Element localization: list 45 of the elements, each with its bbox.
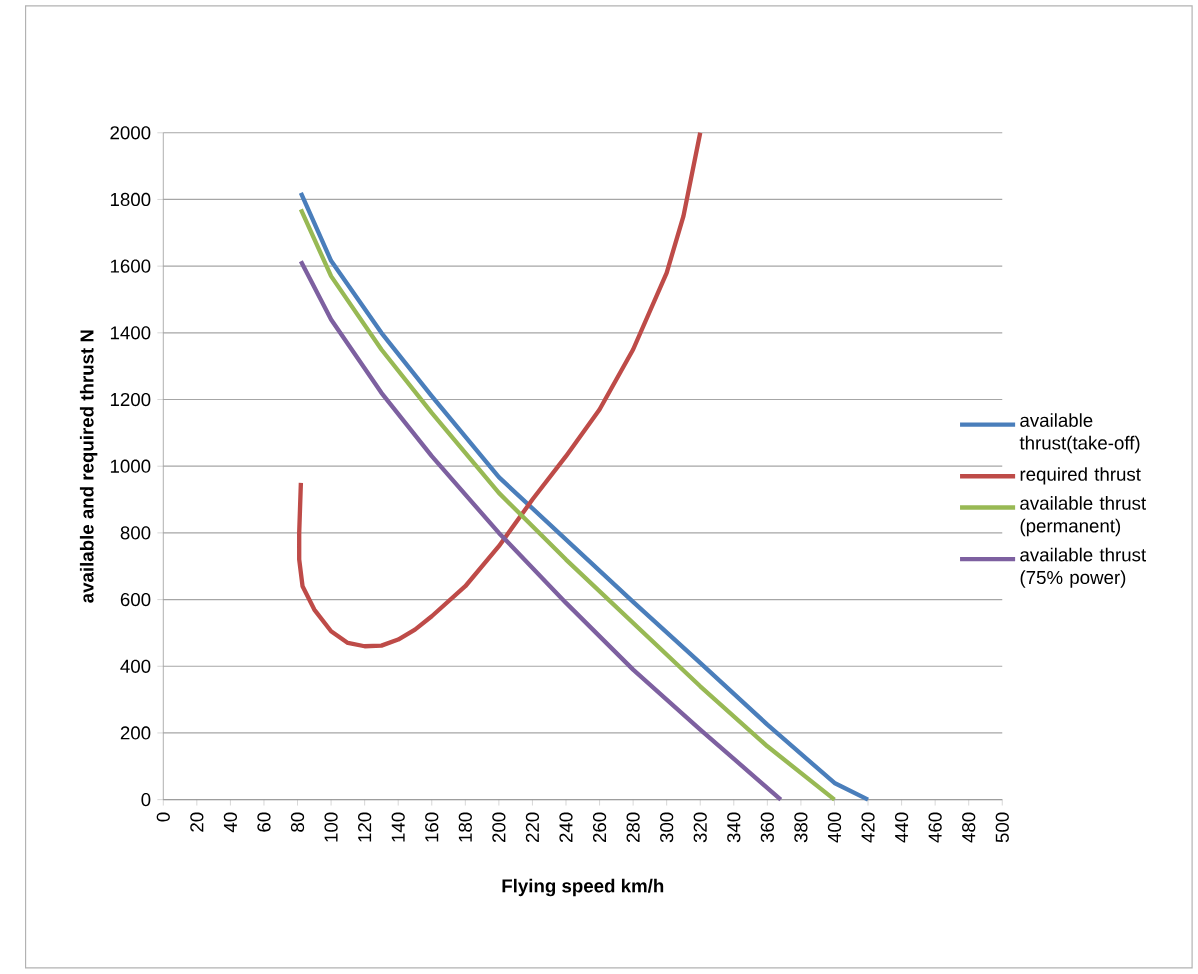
x-tick-label: 280	[626, 812, 640, 843]
x-tick-label: 0	[156, 812, 170, 822]
y-tick-label: 800	[120, 526, 151, 540]
x-tick-label: 20	[190, 812, 204, 832]
legend-label: available thrust(take-off)	[1019, 413, 1140, 454]
y-tick-label: 0	[141, 793, 151, 807]
y-axis-title: available and required thrust N	[79, 330, 98, 603]
line-series	[297, 130, 703, 649]
y-tick-label: 200	[120, 726, 151, 740]
x-tick-label: 120	[358, 812, 372, 842]
legend-label: available thrust (permanent)	[1020, 496, 1147, 537]
y-tick-label: 1600	[110, 259, 151, 273]
y-tick-label: 1200	[110, 393, 151, 407]
x-tick-label: 40	[223, 812, 238, 833]
x-tick-label: 180	[458, 812, 472, 842]
x-tick-label: 500	[995, 812, 1009, 843]
x-tick-label: 300	[660, 812, 674, 843]
y-tick-label: 2000	[110, 126, 151, 140]
line-series	[298, 259, 783, 802]
x-tick-label: 260	[592, 812, 607, 843]
y-tick-label: 1400	[110, 326, 151, 340]
x-tick-label: 460	[928, 812, 942, 843]
legend-label: available thrust (75% power)	[1020, 547, 1147, 588]
x-tick-label: 480	[962, 812, 976, 843]
x-tick-label: 400	[827, 812, 842, 843]
x-tick-label: 380	[794, 812, 808, 843]
x-tick-label: 420	[861, 812, 875, 843]
y-tick-label: 600	[120, 593, 151, 607]
x-tick-label: 100	[324, 812, 338, 842]
x-tick-label: 60	[257, 812, 271, 832]
y-tick-label: 1000	[110, 459, 151, 473]
x-tick-label: 140	[391, 812, 405, 842]
x-tick-label: 360	[760, 812, 774, 843]
x-tick-label: 80	[290, 812, 305, 832]
x-tick-label: 340	[727, 812, 741, 843]
x-tick-label: 200	[492, 812, 506, 843]
x-tick-label: 320	[693, 812, 707, 843]
x-axis-title: Flying speed km/h	[502, 878, 664, 897]
y-tick-label: 400	[120, 659, 151, 674]
x-tick-label: 160	[425, 812, 439, 842]
x-tick-label: 440	[894, 812, 909, 843]
x-tick-label: 220	[525, 812, 540, 843]
y-tick-label: 1800	[110, 192, 151, 207]
legend-label: required thrust	[1020, 467, 1141, 485]
x-tick-label: 240	[559, 812, 573, 843]
